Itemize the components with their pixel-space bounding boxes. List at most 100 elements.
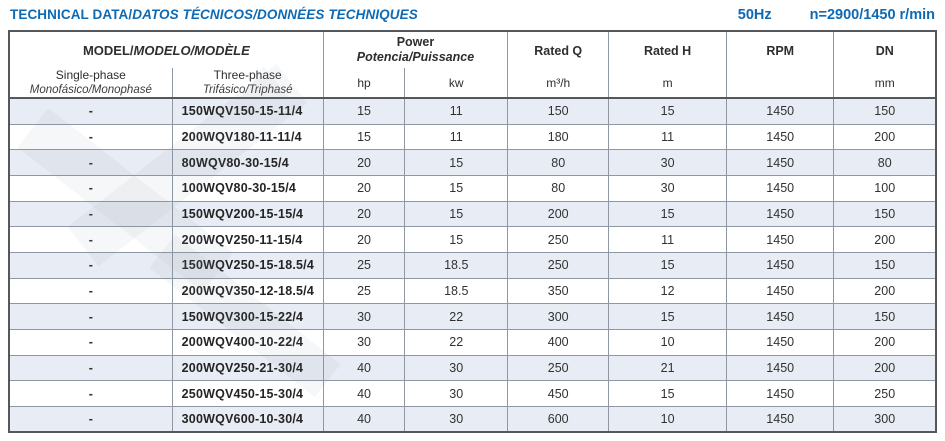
cell-hp: 30 (322, 329, 406, 356)
table-row: -300WQV600-10-30/4 40 30 600 10 1450 300 (8, 406, 937, 433)
cell-single-phase: - (8, 329, 173, 356)
cell-kw: 30 (404, 354, 509, 382)
cell-hp: 20 (322, 149, 406, 176)
dn-label: DN (875, 43, 894, 58)
cell-rated-h: 12 (608, 277, 727, 305)
cell-rated-h: 15 (608, 200, 727, 228)
cell-single-phase: - (8, 277, 173, 305)
table-row: -150WQV300-15-22/4 30 22 300 15 1450 150 (8, 303, 937, 331)
cell-dn: 200 (833, 226, 937, 253)
cell-kw: 30 (404, 380, 509, 408)
rated-q-label: Rated Q (534, 43, 583, 58)
cell-rated-h: 15 (608, 97, 727, 125)
column-header-three-phase: Three-phase Trifásico/Triphasé (171, 68, 324, 100)
table-row: -250WQV450-15-30/4 40 30 450 15 1450 250 (8, 380, 937, 408)
single-phase-label: Single-phase (55, 68, 126, 82)
cell-rated-q: 450 (507, 380, 610, 408)
cell-rated-h: 10 (608, 406, 727, 433)
cell-single-phase: - (8, 406, 173, 433)
cell-hp: 30 (322, 303, 406, 331)
three-phase-label: Three-phase (213, 68, 282, 82)
rated-h-unit: m (662, 76, 673, 91)
page-title: TECHNICAL DATA/DATOS TÉCNICOS/DONNÉES TE… (10, 7, 418, 22)
rpm-unit (727, 69, 834, 97)
cell-rated-q: 250 (507, 354, 610, 382)
cell-hp: 40 (322, 354, 406, 382)
cell-rated-h: 15 (608, 303, 727, 331)
cell-rated-h: 10 (608, 329, 727, 356)
table-row: -200WQV250-21-30/4 40 30 250 21 1450 200 (8, 354, 937, 382)
cell-rated-q: 80 (507, 149, 610, 176)
table-row: -80WQV80-30-15/4 20 15 80 30 1450 80 (8, 149, 937, 176)
column-group-model: MODEL/MODELO/MODÈLE (8, 30, 324, 68)
cell-kw: 18.5 (404, 277, 509, 305)
technical-data-table: MODEL/MODELO/MODÈLE Power Potencia/Puiss… (8, 30, 937, 434)
cell-rated-h: 30 (608, 174, 727, 202)
cell-kw: 15 (404, 149, 509, 176)
cell-kw: 11 (404, 123, 509, 151)
cell-rated-q: 200 (507, 200, 610, 228)
power-group-label-italic: Potencia/Puissance (356, 50, 475, 64)
cell-rated-q: 400 (507, 329, 610, 356)
cell-single-phase: - (8, 226, 173, 253)
cell-rated-h: 21 (608, 354, 727, 382)
cell-rpm: 1450 (725, 329, 835, 356)
cell-hp: 40 (322, 380, 406, 408)
cell-three-phase: 200WQV400-10-22/4 (171, 329, 324, 356)
cell-rpm: 1450 (725, 200, 835, 228)
model-group-label: MODEL/ (82, 42, 134, 58)
frequency-label: 50Hz (737, 7, 772, 23)
cell-rated-q: 150 (507, 97, 610, 125)
cell-rpm: 1450 (725, 226, 835, 253)
table-row: -150WQV250-15-18.5/4 25 18.5 250 15 1450 150 (8, 252, 937, 279)
cell-single-phase: - (8, 97, 173, 125)
cell-dn: 250 (833, 380, 937, 408)
cell-three-phase: 150WQV150-15-11/4 (171, 97, 324, 125)
rated-q-unit: m³/h (546, 76, 571, 91)
cell-dn: 200 (833, 329, 937, 356)
cell-three-phase: 150WQV200-15-15/4 (171, 200, 324, 228)
table-row: -200WQV180-11-11/4 15 11 180 11 1450 200 (8, 123, 937, 151)
cell-three-phase: 250WQV450-15-30/4 (171, 380, 324, 408)
cell-kw: 15 (404, 200, 509, 228)
cell-three-phase: 200WQV350-12-18.5/4 (171, 277, 324, 305)
cell-rpm: 1450 (725, 380, 835, 408)
column-header-kw: kw (404, 68, 509, 100)
cell-rpm: 1450 (725, 277, 835, 305)
cell-dn: 150 (833, 303, 937, 331)
header-sub-row: Single-phase Monofásico/Monophasé Three-… (8, 68, 936, 100)
model-group-label-italic: MODELO/MODÈLE (133, 42, 250, 58)
table-row: -200WQV250-11-15/4 20 15 250 11 1450 200 (8, 226, 937, 253)
cell-dn: 150 (833, 97, 937, 125)
cell-kw: 11 (404, 97, 509, 125)
cell-rated-q: 250 (507, 226, 610, 253)
cell-dn: 150 (833, 200, 937, 228)
three-phase-sublabel: Trifásico/Triphasé (202, 84, 293, 96)
speed-label: n=2900/1450 r/min (809, 7, 935, 23)
cell-three-phase: 200WQV250-21-30/4 (171, 354, 324, 382)
column-group-power: Power Potencia/Puissance (322, 30, 509, 68)
cell-rpm: 1450 (725, 252, 835, 279)
cell-hp: 20 (322, 226, 406, 253)
column-header-rated-h: Rated H m (608, 30, 727, 100)
operating-specs: 50Hz n=2900/1450 r/min (738, 7, 935, 23)
table-row: -200WQV350-12-18.5/4 25 18.5 350 12 1450 200 (8, 277, 937, 305)
cell-hp: 20 (322, 200, 406, 228)
cell-rated-h: 15 (608, 380, 727, 408)
cell-rated-q: 350 (507, 277, 610, 305)
cell-dn: 200 (833, 277, 937, 305)
column-header-rpm: RPM (725, 30, 835, 100)
cell-hp: 15 (322, 97, 406, 125)
cell-hp: 20 (322, 174, 406, 202)
cell-rated-h: 15 (608, 252, 727, 279)
cell-dn: 80 (833, 149, 937, 176)
cell-single-phase: - (8, 200, 173, 228)
cell-rated-h: 11 (608, 123, 727, 151)
column-header-hp: hp (322, 68, 406, 100)
cell-three-phase: 300WQV600-10-30/4 (171, 406, 324, 433)
column-header-rated-q: Rated Q m³/h (507, 30, 610, 100)
single-phase-sublabel: Monofásico/Monophasé (29, 84, 152, 96)
cell-rated-q: 600 (507, 406, 610, 433)
cell-rpm: 1450 (725, 354, 835, 382)
